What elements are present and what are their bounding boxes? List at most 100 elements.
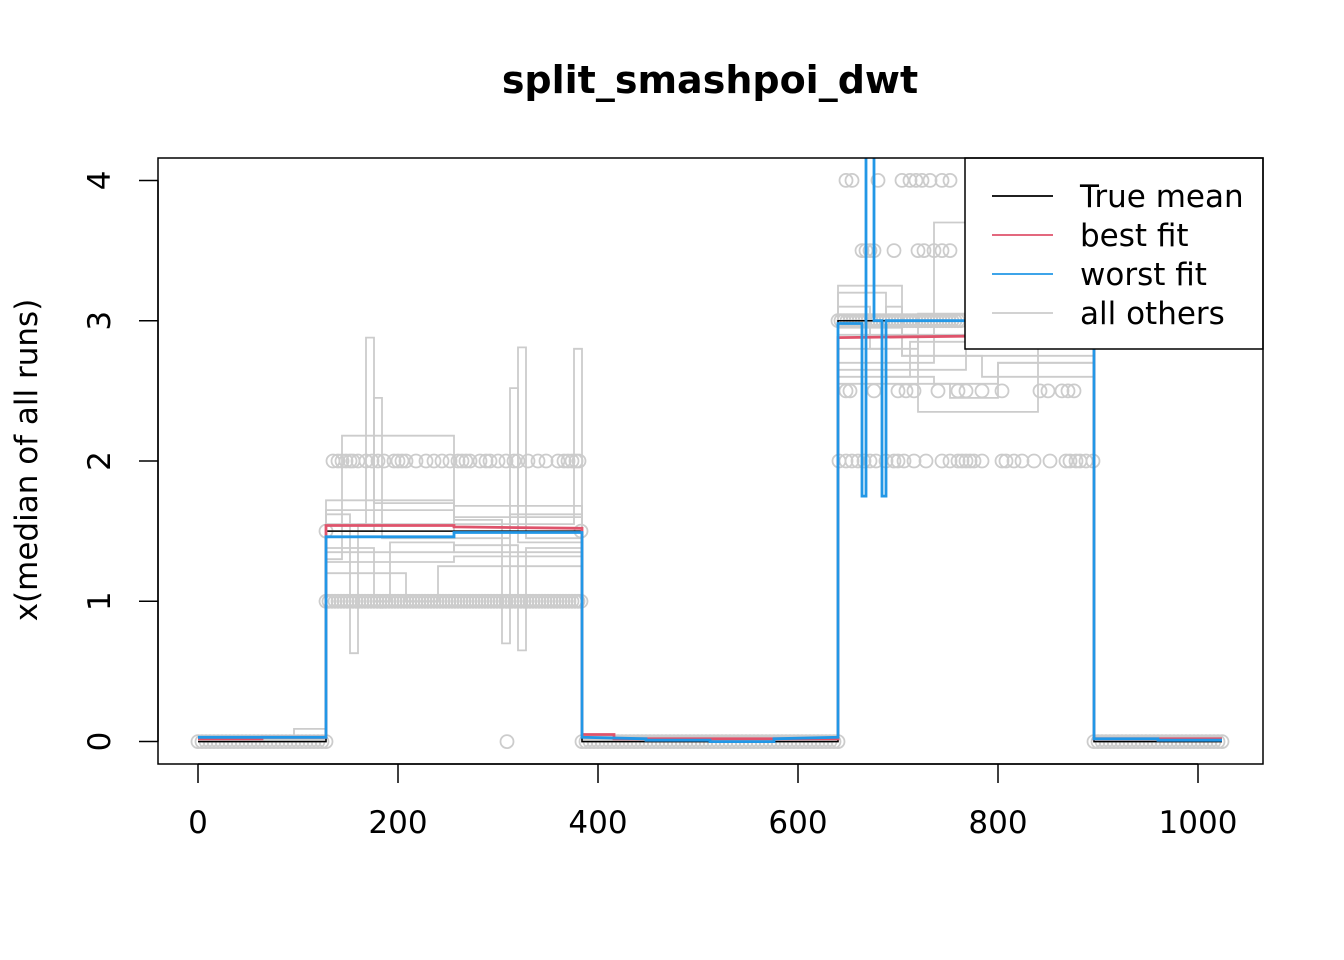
data-point bbox=[1042, 453, 1058, 469]
data-point bbox=[1014, 453, 1030, 469]
data-point bbox=[838, 453, 854, 469]
data-point bbox=[1078, 453, 1094, 469]
data-point bbox=[866, 383, 882, 399]
x-tick-label: 800 bbox=[968, 805, 1027, 841]
data-point bbox=[844, 172, 860, 188]
data-point bbox=[914, 172, 930, 188]
y-tick-label: 4 bbox=[82, 171, 118, 191]
data-point bbox=[942, 172, 958, 188]
chart-title: split_smashpoi_dwt bbox=[502, 58, 918, 102]
data-point bbox=[376, 453, 392, 469]
data-point bbox=[364, 453, 380, 469]
data-point bbox=[386, 453, 402, 469]
y-tick-label: 1 bbox=[82, 591, 118, 611]
data-point bbox=[934, 243, 950, 259]
data-point bbox=[896, 453, 912, 469]
data-point bbox=[958, 453, 974, 469]
data-point bbox=[1032, 383, 1048, 399]
data-point bbox=[482, 453, 498, 469]
data-point bbox=[958, 383, 974, 399]
data-point bbox=[358, 453, 374, 469]
x-tick-label: 1000 bbox=[1159, 805, 1238, 841]
data-point bbox=[350, 453, 366, 469]
data-point bbox=[506, 453, 522, 469]
data-point bbox=[908, 172, 924, 188]
other-fit-line-4 bbox=[198, 305, 1222, 740]
x-tick-label: 400 bbox=[568, 805, 627, 841]
data-point bbox=[918, 453, 934, 469]
data-point bbox=[942, 453, 958, 469]
data-point bbox=[478, 453, 494, 469]
data-point bbox=[434, 453, 450, 469]
data-point bbox=[538, 453, 554, 469]
data-point bbox=[994, 453, 1010, 469]
data-point bbox=[934, 453, 950, 469]
data-point bbox=[1058, 453, 1074, 469]
data-point bbox=[450, 453, 466, 469]
data-point bbox=[842, 383, 858, 399]
y-axis-label: x(median of all runs) bbox=[9, 299, 45, 622]
data-point bbox=[1062, 453, 1078, 469]
data-point bbox=[838, 172, 854, 188]
data-point bbox=[499, 734, 515, 749]
data-point bbox=[886, 243, 902, 259]
data-point bbox=[394, 453, 410, 469]
data-point bbox=[472, 453, 488, 469]
data-point bbox=[1060, 383, 1076, 399]
data-point bbox=[974, 453, 990, 469]
data-point bbox=[398, 453, 414, 469]
data-point bbox=[910, 243, 926, 259]
data-point bbox=[906, 453, 922, 469]
data-point bbox=[1066, 383, 1082, 399]
other-fit-line-2 bbox=[198, 326, 1222, 743]
data-point bbox=[330, 453, 346, 469]
x-tick-label: 200 bbox=[368, 805, 427, 841]
data-point bbox=[462, 453, 478, 469]
data-point bbox=[922, 172, 938, 188]
other-fit-line-0 bbox=[198, 291, 1222, 740]
data-point bbox=[1054, 383, 1070, 399]
data-point bbox=[334, 453, 350, 469]
data-point bbox=[930, 383, 946, 399]
data-point bbox=[966, 453, 982, 469]
data-point bbox=[838, 383, 854, 399]
data-point bbox=[886, 453, 902, 469]
data-point bbox=[530, 453, 546, 469]
data-point bbox=[1006, 453, 1022, 469]
data-point bbox=[916, 243, 932, 259]
data-point bbox=[550, 453, 566, 469]
other-fit-line-9 bbox=[198, 284, 1222, 740]
data-point bbox=[390, 453, 406, 469]
data-point bbox=[844, 453, 860, 469]
data-point bbox=[418, 453, 434, 469]
data-point bbox=[894, 172, 910, 188]
data-point bbox=[902, 172, 918, 188]
plot-frame bbox=[157, 157, 1264, 765]
data-point bbox=[490, 453, 506, 469]
x-tick-label: 600 bbox=[768, 805, 827, 841]
data-point bbox=[870, 172, 886, 188]
data-point bbox=[950, 383, 966, 399]
data-point bbox=[408, 453, 424, 469]
data-point bbox=[926, 243, 942, 259]
data-point bbox=[370, 453, 386, 469]
data-point bbox=[998, 453, 1014, 469]
legend-label: worst fit bbox=[1080, 257, 1207, 293]
data-point bbox=[974, 383, 990, 399]
data-point bbox=[950, 453, 966, 469]
data-point bbox=[556, 453, 572, 469]
data-point bbox=[862, 243, 878, 259]
data-point bbox=[890, 453, 906, 469]
y-tick-label: 0 bbox=[82, 732, 118, 752]
data-point bbox=[498, 453, 514, 469]
data-point bbox=[854, 243, 870, 259]
data-point bbox=[934, 172, 950, 188]
data-point bbox=[1026, 453, 1042, 469]
legend-label: True mean bbox=[1079, 179, 1244, 215]
data-point bbox=[1040, 383, 1056, 399]
data-point bbox=[942, 243, 958, 259]
data-point bbox=[1068, 453, 1084, 469]
other-fit-line-7 bbox=[198, 305, 1222, 740]
